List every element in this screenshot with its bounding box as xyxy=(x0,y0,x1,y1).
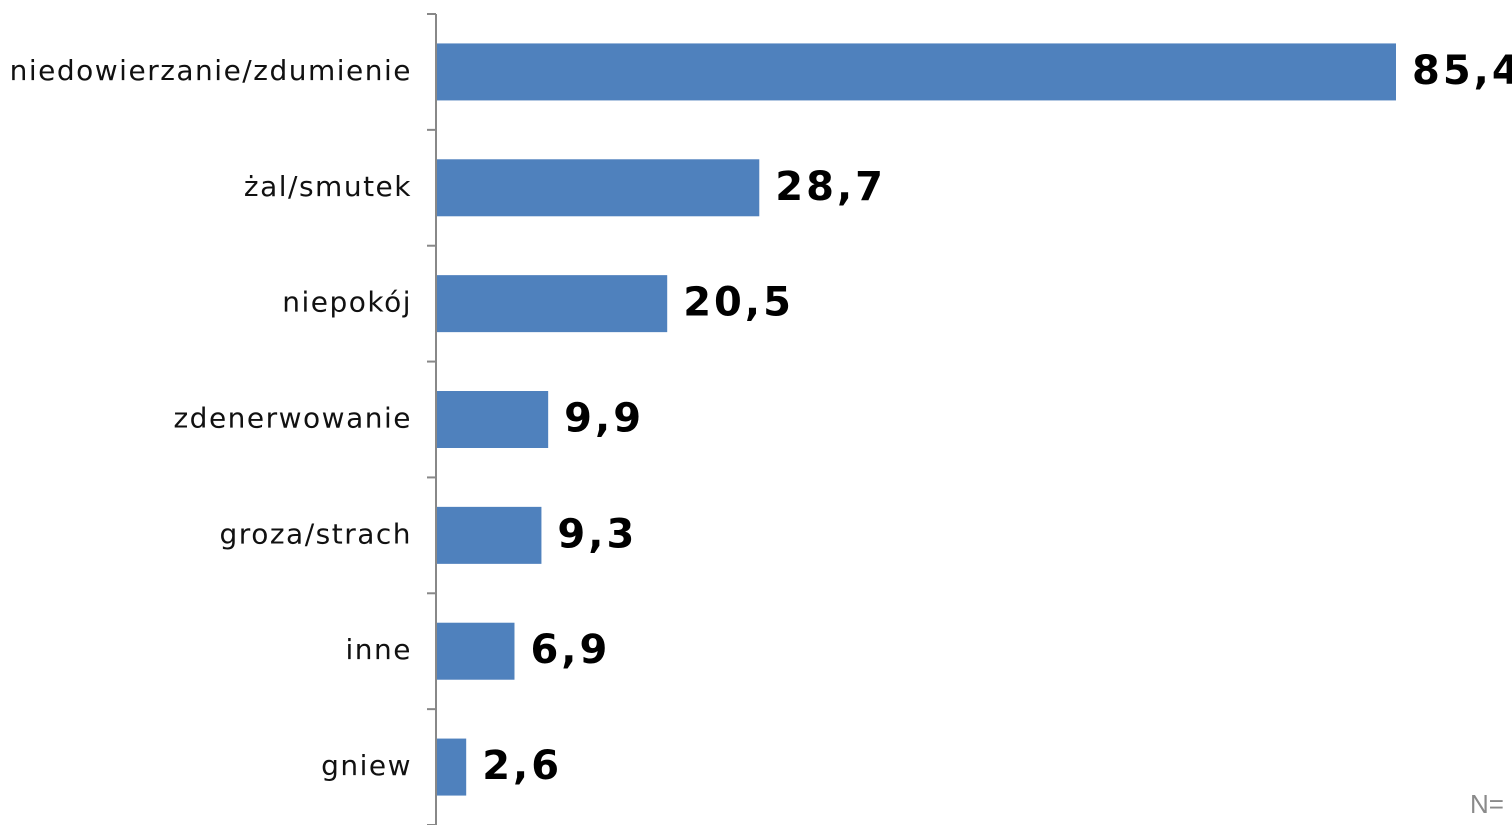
category-label: gniew xyxy=(321,749,412,782)
bar xyxy=(437,738,467,796)
category-label: zdenerwowanie xyxy=(173,402,412,435)
bar xyxy=(437,43,1396,101)
category-label: niepokój xyxy=(282,286,412,319)
value-label: 9,9 xyxy=(564,396,644,442)
value-label: 28,7 xyxy=(775,164,886,210)
value-label: 2,6 xyxy=(482,743,562,789)
value-label: 85,4 xyxy=(1412,48,1512,94)
bar xyxy=(437,275,668,333)
category-label: groza/strach xyxy=(220,517,412,550)
value-label: 9,3 xyxy=(557,511,637,557)
category-label: żal/smutek xyxy=(244,170,412,203)
bar xyxy=(437,391,549,448)
value-label: 6,9 xyxy=(530,627,610,673)
bar xyxy=(437,159,760,217)
bar xyxy=(437,622,515,680)
category-label: inne xyxy=(346,633,413,666)
bars-layer xyxy=(437,43,1396,796)
category-label: niedowierzanie/zdumienie xyxy=(10,54,412,87)
value-label: 20,5 xyxy=(683,280,794,326)
value-labels: 85,4 28,7 20,5 9,9 9,3 6,9 2,6 xyxy=(482,48,1512,789)
sample-size-note: N= xyxy=(1470,789,1504,819)
category-labels: niedowierzanie/zdumienie żal/smutek niepok… xyxy=(10,54,413,782)
bar xyxy=(437,506,542,564)
category-axis xyxy=(427,13,437,825)
